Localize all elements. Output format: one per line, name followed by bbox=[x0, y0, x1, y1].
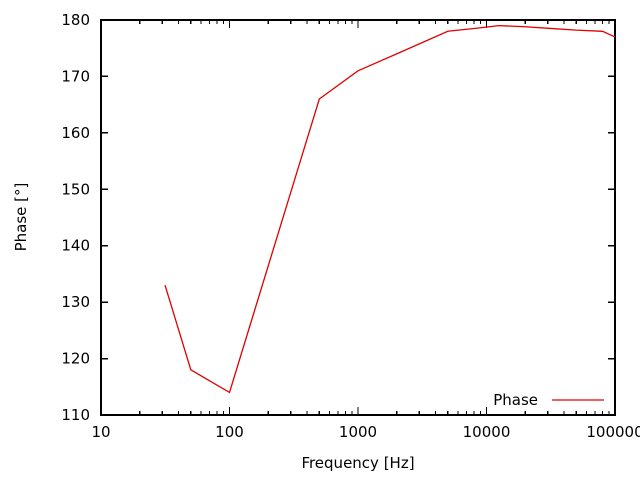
x-tick-label: 1000 bbox=[339, 423, 377, 441]
y-tick-label: 110 bbox=[61, 406, 90, 424]
chart-legend: Phase bbox=[493, 391, 604, 409]
x-tick-label: 10 bbox=[91, 423, 110, 441]
x-tick-label: 10000 bbox=[463, 423, 511, 441]
data-series-group bbox=[164, 24, 616, 394]
series-line-phase bbox=[164, 24, 616, 394]
y-tick-label: 130 bbox=[61, 293, 90, 311]
y-tick-label: 120 bbox=[61, 350, 90, 368]
x-tick-label: 100000 bbox=[586, 423, 640, 441]
x-axis-title: Frequency [Hz] bbox=[301, 454, 414, 472]
x-axis: 10 100 1000 10000 100000 bbox=[91, 20, 640, 441]
y-tick-label: 140 bbox=[61, 237, 90, 255]
y-axis: 110 120 130 140 150 160 170 180 bbox=[61, 11, 615, 424]
legend-entry-label: Phase bbox=[493, 391, 538, 409]
x-tick-label: 100 bbox=[215, 423, 244, 441]
y-tick-label: 180 bbox=[61, 11, 90, 29]
y-tick-label: 170 bbox=[61, 67, 90, 85]
y-tick-label: 150 bbox=[61, 180, 90, 198]
y-tick-label: 160 bbox=[61, 124, 90, 142]
y-axis-title: Phase [°] bbox=[12, 183, 30, 252]
